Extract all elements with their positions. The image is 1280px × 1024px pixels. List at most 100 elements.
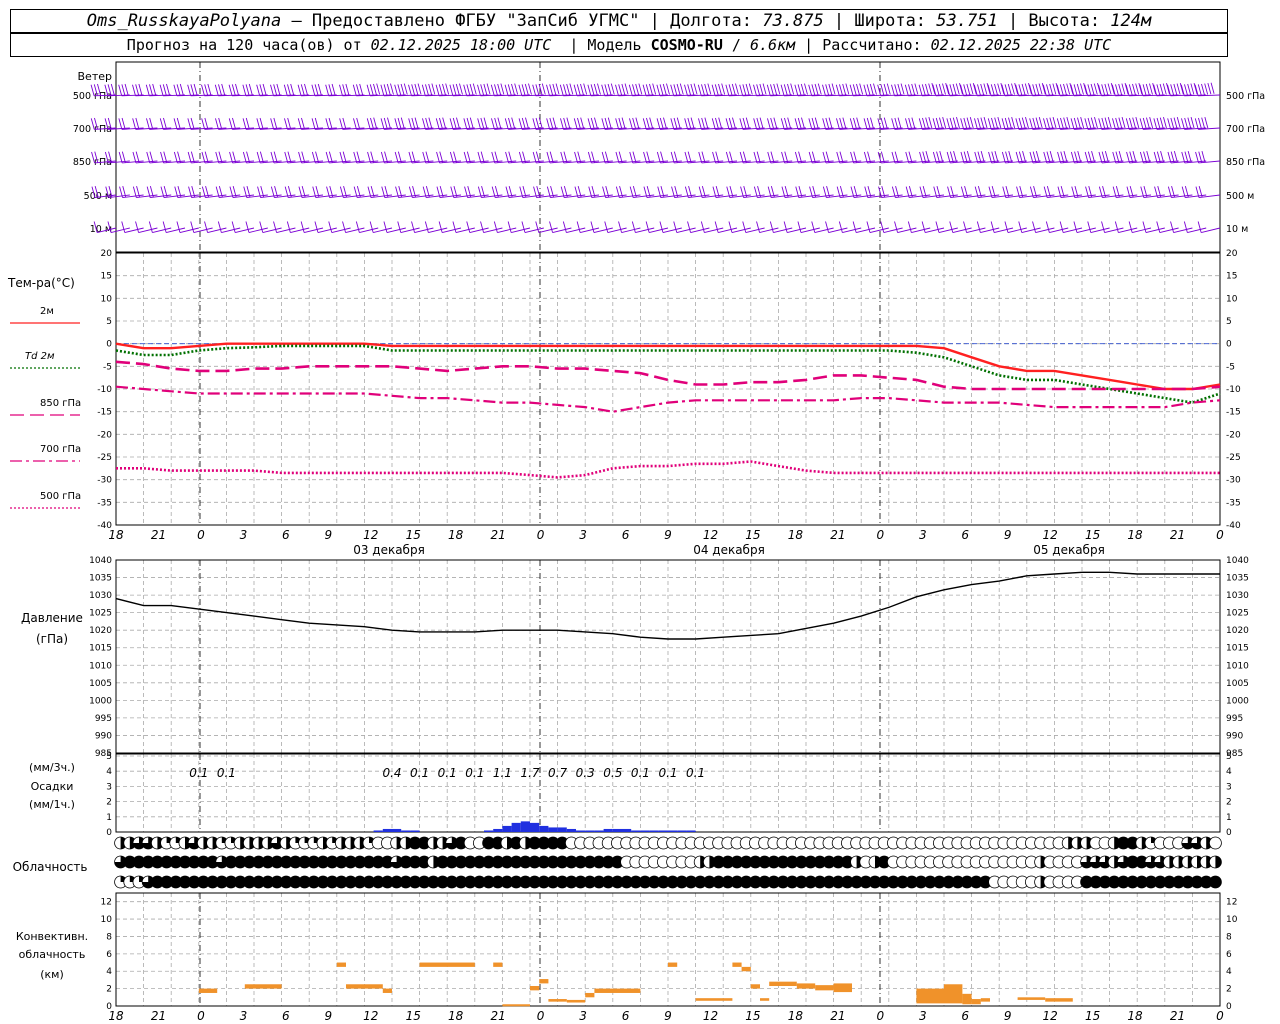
wind-barb [366,83,393,97]
wind-barb [408,186,434,199]
latitude-label: | Широта: [823,11,937,31]
day-label: 03 декабря [353,543,425,557]
wind-barb [422,117,448,130]
altitude-value: 124м [1110,11,1152,31]
precip-ytick-left: 0 [106,828,112,838]
wind-barb [105,186,130,199]
wind-barb [767,117,793,130]
wind-barb [229,186,255,199]
wind-barb [367,151,393,164]
precip-ytick-right: 2 [1226,798,1232,808]
pressure-ytick-right: 1020 [1226,626,1249,636]
wind-barb [838,221,862,233]
wind-level-label-right: 500 гПа [1226,91,1265,102]
precip-ytick-right: 1 [1226,813,1232,823]
precip-bar [373,830,383,832]
wind-barb [822,83,848,97]
provider-text: – Предоставлено ФГБУ "ЗапСиб УГМС" | Дол… [281,11,763,31]
time-tick-label-bottom: 0 [537,1009,545,1023]
wind-barb [960,83,986,97]
wind-barb [781,186,807,199]
wind-barb [1073,221,1096,233]
wind-barb [463,117,489,130]
wind-barb [1195,186,1221,199]
precip-bar [484,830,494,832]
time-tick-label-bottom: 0 [1216,1009,1224,1023]
wind-barb [781,151,807,164]
wind-barb [480,221,503,233]
wind-barb [259,221,282,233]
precip-bar [612,828,622,832]
conv-cloud-bar [493,962,503,967]
wind-barb [228,83,255,97]
cloud-symbol [1209,855,1222,869]
conv-ytick-right: 12 [1226,898,1237,908]
wind-barb [987,117,1014,130]
wind-barb [740,186,765,199]
wind-barb [822,151,848,164]
temp-ytick-right: -10 [1226,385,1241,395]
wind-barb [173,151,199,164]
model-resolution: 6.6км [749,36,796,54]
time-tick-label-bottom: 21 [830,1009,845,1023]
wind-barb [894,221,917,233]
wind-barb [919,186,945,199]
wind-barb [918,117,945,130]
time-tick-label-bottom: 3 [919,1009,927,1023]
time-tick-label: 6 [282,528,290,542]
pressure-ytick-left: 1040 [89,556,112,566]
wind-barb [1015,151,1041,164]
wind-barb [424,221,448,233]
conv-ytick-left: 10 [101,915,113,925]
temp-series-3 [115,385,1221,413]
precip-sum-label: 0.4 [382,766,401,780]
conv-ytick-left: 0 [106,1002,112,1012]
wind-barb [204,221,227,233]
precip-bar [566,828,576,832]
wind-barb [905,151,931,164]
wind-barb [1153,117,1179,130]
wind-barb [298,186,324,199]
wind-barb [215,117,241,130]
time-tick-label-bottom: 21 [1170,1009,1185,1023]
wind-barb [463,151,489,164]
wind-barb [380,117,406,130]
conv-cloud-bar [769,981,797,987]
wind-barb [1059,221,1083,233]
wind-barb [367,186,393,199]
precip-sum-label: 0.1 [631,766,650,780]
precip-bar [649,830,659,832]
wind-barb [601,151,627,164]
wind-barb [863,151,889,164]
time-tick-label-bottom: 18 [788,1009,804,1023]
time-tick-label-bottom: 18 [448,1009,464,1023]
pressure-ytick-right: 1015 [1226,644,1249,654]
time-tick-label: 21 [830,528,845,542]
conv-cloud-bar [962,993,972,1005]
temp-ytick-right: -5 [1226,362,1235,372]
conv-ytick-right: 6 [1226,950,1232,960]
wind-barb [533,186,558,199]
wind-barb [326,186,351,199]
time-tick-label: 6 [622,528,630,542]
wind-barb [1181,117,1207,130]
wind-barb [381,186,406,199]
time-tick-label-bottom: 12 [363,1009,378,1023]
pressure-unit: (гПа) [36,632,68,646]
wind-barb [215,186,241,199]
temp-ytick-left: -5 [103,362,112,372]
wind-barb [190,221,213,233]
wind-barb [687,221,710,233]
temp-legend-label: 700 гПа [40,444,81,455]
wind-barb [645,221,669,233]
temp-ytick-right: -15 [1226,408,1241,418]
wind-barb [988,151,1014,164]
conv-cloud-bar [530,986,540,991]
wind-barb [560,117,586,130]
wind-barb [256,151,282,164]
precip-bar [557,827,567,832]
temp-title: Тем-ра(°С) [7,276,75,290]
wind-barb [342,221,365,233]
wind-barb [394,83,420,97]
temp-ytick-right: -20 [1226,430,1241,440]
